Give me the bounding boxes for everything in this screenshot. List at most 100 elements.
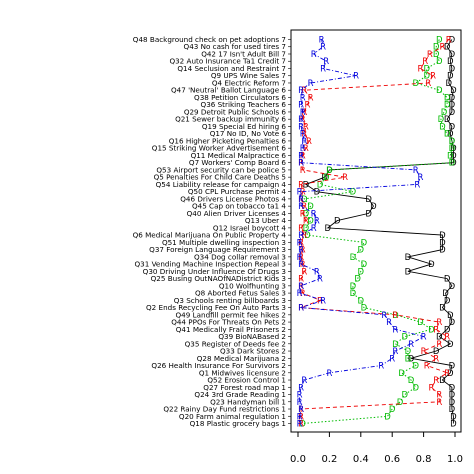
data-point: D <box>449 282 456 292</box>
data-point: D <box>444 275 451 285</box>
y-tick-label: Q30 Driving Under Influence Of Drugs 3 <box>143 267 286 276</box>
y-tick-label: Q16 Higher Picketing Penalties 6 <box>169 136 287 145</box>
data-point: D <box>449 64 456 74</box>
data-point: R <box>433 354 439 364</box>
y-tick-label: Q33 Dark Stores 2 <box>220 347 286 356</box>
data-point: R <box>300 108 306 118</box>
data-point: D <box>405 347 412 357</box>
data-point: D <box>449 50 456 60</box>
data-point: D <box>447 130 454 140</box>
data-point: R <box>421 347 427 357</box>
data-point: D <box>354 275 361 285</box>
data-point: D <box>323 173 330 183</box>
x-axis: 0.0 0.2 0.4 0.6 0.8 1.0 <box>290 432 463 465</box>
data-point: D <box>447 72 454 82</box>
x-tick-label: 0.4 <box>353 454 369 465</box>
data-point: D <box>405 354 412 364</box>
data-point: R <box>446 36 452 46</box>
data-point: R <box>298 202 304 212</box>
plot-frame <box>290 29 462 433</box>
data-point: D <box>365 195 372 205</box>
data-point: D <box>314 188 321 198</box>
data-point: R <box>320 64 326 74</box>
y-tick-label: Q39 BioNABased 2 <box>218 332 286 341</box>
y-tick-label: Q28 Medical Marijuana 2 <box>197 354 286 363</box>
data-point: D <box>436 333 443 343</box>
y-tick-label: Q21 Sewer backup immunity 6 <box>175 115 286 124</box>
data-point: D <box>444 130 451 140</box>
data-point: D <box>444 325 451 335</box>
series-line <box>300 39 450 424</box>
data-point: R <box>301 108 307 118</box>
y-tick-label: Q46 Drivers License Photos 4 <box>180 194 286 203</box>
data-point: R <box>300 260 306 270</box>
data-point: D <box>408 376 415 386</box>
data-point: D <box>392 340 399 350</box>
data-point: R <box>301 130 307 140</box>
data-point: D <box>423 64 430 74</box>
data-point: D <box>350 282 357 292</box>
data-point: D <box>398 369 405 379</box>
data-point: R <box>300 209 306 219</box>
series-line <box>304 39 454 424</box>
data-point: R <box>297 253 303 263</box>
y-tick-label: Q20 Farm animal regulation 1 <box>179 412 286 421</box>
data-point: D <box>384 412 391 422</box>
data-point: R <box>386 318 392 328</box>
y-tick-label: Q50 CPL Purchase permit 4 <box>188 187 287 196</box>
data-point: R <box>298 224 304 234</box>
data-point: R <box>427 50 433 60</box>
data-point: D <box>449 391 456 401</box>
data-point: R <box>317 275 323 285</box>
data-point: R <box>300 130 306 140</box>
y-tick-label: Q48 Background check on pet adoptions 7 <box>133 35 286 44</box>
data-point: D <box>439 376 446 386</box>
y-tick-label: Q14 Seclusion and Restraint 7 <box>177 64 286 73</box>
x-tick-label: 0.8 <box>416 454 432 465</box>
data-point: D <box>449 93 456 103</box>
y-tick-label: Q38 Petition Circulators 6 <box>194 93 286 102</box>
data-point: D <box>433 43 440 53</box>
y-tick-label: Q11 Medical Malpractice 6 <box>191 151 287 160</box>
data-point: D <box>444 101 451 111</box>
data-point: D <box>449 144 456 154</box>
data-point: R <box>297 412 303 422</box>
data-point: R <box>298 282 304 292</box>
y-tick-label: Q13 Uber 4 <box>245 216 287 225</box>
data-point: D <box>445 79 452 89</box>
data-point: D <box>317 180 324 190</box>
data-point: D <box>428 325 435 335</box>
y-tick-label: Q53 Airport security can be police 5 <box>156 165 286 174</box>
y-tick-label: Q2 Ends Recycling Fee On Auto Parts 3 <box>146 303 286 312</box>
data-point: D <box>361 260 368 270</box>
data-point: R <box>436 398 442 408</box>
data-point: D <box>412 362 419 372</box>
data-point: D <box>307 202 314 212</box>
y-tick-label: Q45 Cap on tobacco ta1 4 <box>192 202 286 211</box>
data-point: D <box>442 289 449 299</box>
data-point: D <box>307 217 314 227</box>
y-tick-label: Q25 Busing OutNAOfNADistrict Kids 3 <box>151 274 286 283</box>
data-point: D <box>365 209 372 219</box>
data-point: D <box>449 318 456 328</box>
data-point: R <box>298 420 304 430</box>
data-point: D <box>444 93 451 103</box>
data-point: R <box>298 159 304 169</box>
data-point: D <box>361 304 368 314</box>
data-point: R <box>418 173 424 183</box>
data-point: D <box>358 296 365 306</box>
y-tick-label: Q35 Register of Deeds fee 2 <box>185 339 286 348</box>
data-point: R <box>444 333 450 343</box>
data-point: R <box>298 238 304 248</box>
data-point: R <box>320 296 326 306</box>
data-point: R <box>408 340 414 350</box>
data-point: R <box>418 64 424 74</box>
data-point: D <box>449 362 456 372</box>
y-tick-label: Q29 Detroit Public Schools 6 <box>184 107 287 116</box>
data-point: D <box>449 36 456 46</box>
data-point: D <box>444 296 451 306</box>
y-tick-label: Q12 Israel boycott 4 <box>213 223 286 232</box>
data-point: D <box>358 267 365 277</box>
data-point: D <box>325 224 332 234</box>
data-point: R <box>444 369 450 379</box>
